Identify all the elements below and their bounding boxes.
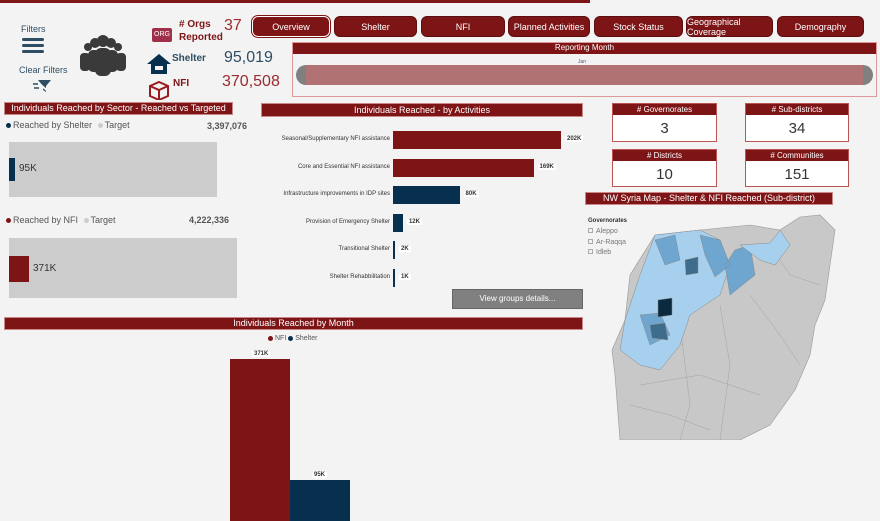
map-legend: Aleppo Ar-Raqqa Idleb <box>588 227 626 259</box>
nfi-legend-label: NFI <box>275 335 287 342</box>
nfi-target-legend-dot <box>83 218 89 224</box>
orgs-reported-value: 37 <box>224 17 242 34</box>
card-value: 34 <box>788 120 806 137</box>
sector-panel-title: Individuals Reached by Sector - Reached … <box>4 102 233 115</box>
reporting-month-title: Reporting Month <box>293 43 876 54</box>
tab-planned-activities[interactable]: Planned Activities <box>508 16 590 37</box>
activity-bar[interactable] <box>393 269 395 287</box>
activity-bar[interactable] <box>393 241 395 260</box>
activity-value-label: 2K <box>399 246 411 253</box>
nfi-legend-dot <box>6 218 11 224</box>
box-icon <box>149 80 169 100</box>
card-title: # Communities <box>746 150 848 161</box>
tab-geographical-coverage[interactable]: Geographical Coverage <box>686 16 773 37</box>
nfi-kpi-value: 370,508 <box>222 73 280 90</box>
nw-syria-map[interactable] <box>580 205 880 440</box>
shelter-reached-label: 95K <box>19 163 37 174</box>
activity-bar[interactable] <box>393 186 460 205</box>
shelter-legend: Reached by Shelter Target <box>6 120 130 130</box>
nfi-reached-label: 371K <box>33 263 57 274</box>
activity-bar[interactable] <box>393 213 403 232</box>
map-title: NW Syria Map - Shelter & NFI Reached (Su… <box>585 192 833 205</box>
shelter-legend-dot <box>288 335 294 341</box>
month-bar-value-label: 371K <box>252 351 271 357</box>
nfi-legend: Reached by NFI Target <box>6 215 116 225</box>
shelter-legend-label: Shelter <box>295 335 318 342</box>
nfi-target-legend-label: Target <box>90 215 116 225</box>
nfi-kpi-label: NFI <box>173 78 190 89</box>
card-title: # Governorates <box>613 104 716 115</box>
card-governorates: # Governorates 3 <box>612 103 717 142</box>
map-region-light-east <box>739 229 791 266</box>
clear-filters-label[interactable]: Clear Filters <box>19 65 68 75</box>
shelter-kpi-value: 95,019 <box>224 49 273 66</box>
org-icon: ORG <box>152 28 172 42</box>
activity-value-label: 12K <box>406 218 422 225</box>
filters-menu-icon[interactable] <box>22 38 44 53</box>
top-accent-bar <box>0 0 590 3</box>
legend-item-idleb[interactable]: Idleb <box>588 248 626 259</box>
card-value: 3 <box>660 120 669 137</box>
shelter-target-value: 3,397,076 <box>206 121 247 131</box>
legend-item-ar-raqqa[interactable]: Ar-Raqqa <box>588 238 626 249</box>
activity-value-label: 169K <box>537 163 556 170</box>
activity-label: Provision of Emergency Shelter <box>305 218 390 225</box>
legend-item-aleppo[interactable]: Aleppo <box>588 227 626 238</box>
nfi-target-bar <box>9 238 237 298</box>
map-region-mid <box>639 234 756 346</box>
card-districts: # Districts 10 <box>612 149 717 187</box>
shelter-legend-dot <box>6 123 11 129</box>
shelter-target-bar <box>9 142 217 197</box>
activity-label: Core and Essential NFI assistance <box>297 163 390 170</box>
orgs-reported-label: # Orgs Reported <box>179 19 223 43</box>
house-icon <box>147 54 171 74</box>
tab-stock-status[interactable]: Stock Status <box>594 16 683 37</box>
tab-overview[interactable]: Overview <box>252 16 330 37</box>
reporting-month-slider[interactable] <box>296 65 873 85</box>
filters-label[interactable]: Filters <box>21 24 46 34</box>
card-communities: # Communities 151 <box>745 149 849 187</box>
activity-value-label: 1K <box>399 274 411 280</box>
month-bar-value-label: 95K <box>312 471 328 478</box>
tab-nfi[interactable]: NFI <box>421 16 505 37</box>
month-bar-shelter[interactable] <box>290 479 350 521</box>
nfi-legend-dot <box>268 335 273 341</box>
month-chart-title: Individuals Reached by Month <box>4 317 583 330</box>
activities-panel-title: Individuals Reached - by Activities <box>261 103 583 117</box>
reporting-month-slicer <box>292 42 877 97</box>
nfi-target-value: 4,222,336 <box>188 215 229 225</box>
card-title: # Sub-districts <box>746 104 848 115</box>
month-legend: NFI Shelter <box>268 335 317 342</box>
shelter-reached-bar <box>9 158 15 181</box>
card-value: 151 <box>784 166 810 183</box>
nfi-reached-bar <box>9 256 30 282</box>
activity-label: Seasonal/Supplementary NFI assistance <box>281 136 390 142</box>
activity-bar[interactable] <box>393 131 561 149</box>
card-value: 10 <box>656 166 673 183</box>
activity-value-label: 80K <box>463 191 479 198</box>
tab-demography[interactable]: Demography <box>777 16 864 37</box>
map-region-dark <box>649 256 699 341</box>
tab-shelter[interactable]: Shelter <box>334 16 417 37</box>
activity-label: Shelter Rehabbilitation <box>329 274 390 280</box>
map-region-darkest <box>657 297 673 318</box>
people-group-icon <box>80 35 126 76</box>
target-legend-label: Target <box>104 120 130 130</box>
nfi-legend-label: Reached by NFI <box>13 215 79 225</box>
card-sub-districts: # Sub-districts 34 <box>745 103 849 142</box>
activity-label: Infrastructure improvements in IDP sites <box>283 191 390 198</box>
clear-filter-icon[interactable] <box>32 78 52 94</box>
view-groups-details-button[interactable]: View groups details... <box>452 289 583 309</box>
card-title: # Districts <box>613 150 716 161</box>
activity-value-label: 202K <box>565 136 584 142</box>
map-legend-title: Governorates <box>588 218 628 224</box>
activity-label: Transitional Shelter <box>338 246 390 253</box>
shelter-kpi-label: Shelter <box>172 53 206 64</box>
target-legend-dot <box>97 123 103 129</box>
month-bar-nfi[interactable] <box>230 359 290 521</box>
activity-bar[interactable] <box>393 158 534 177</box>
reporting-month-value: Jan <box>578 59 587 65</box>
shelter-legend-label: Reached by Shelter <box>13 120 93 130</box>
